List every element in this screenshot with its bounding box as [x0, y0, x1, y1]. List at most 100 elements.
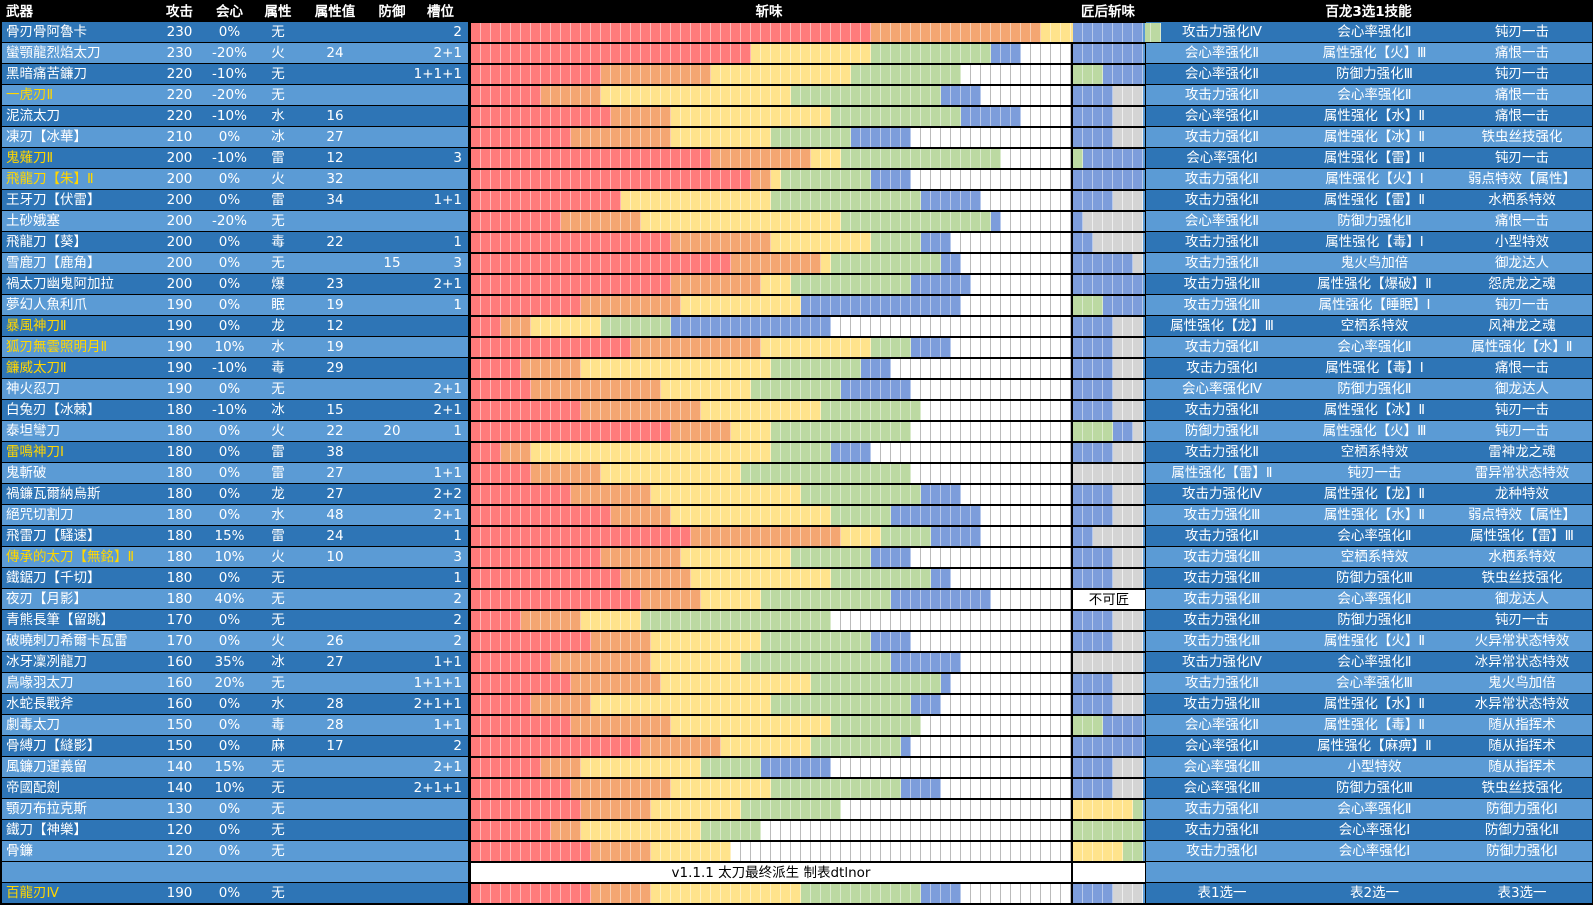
footer-right-band — [1146, 862, 1592, 882]
forged-sharpness-bar — [1073, 212, 1145, 231]
skill-row — [1146, 400, 1592, 420]
sharpness-segment-white — [961, 296, 1061, 315]
sharpness-bar — [471, 842, 1071, 861]
sharpness-segment-green — [831, 506, 891, 525]
sharpness-segment-orange — [601, 65, 711, 84]
table-row — [2, 715, 468, 735]
sharpness-segment-red — [471, 65, 601, 84]
sharpness-segment-white — [1133, 422, 1143, 441]
sharpness-segment-empty — [1061, 254, 1071, 273]
skill-row — [1146, 505, 1592, 525]
sharpness-segment-white — [911, 380, 1061, 399]
sharpness-segment-white — [831, 317, 1061, 336]
cell-elem: 龙 — [271, 486, 285, 502]
table-row — [2, 400, 468, 420]
sharpness-segment-blue — [1073, 506, 1113, 525]
sharpness-segment-red — [471, 107, 611, 126]
skill-option-1: 攻击力强化Ⅱ — [1184, 801, 1260, 817]
cell-val: 28 — [326, 696, 344, 712]
cell-slots — [413, 442, 468, 462]
sharpness-segment-yellow — [771, 233, 871, 252]
cell-aff: 0% — [218, 234, 241, 250]
table-row — [2, 757, 468, 777]
skill-row — [1146, 274, 1592, 294]
cell-val — [299, 85, 371, 105]
skill-row — [1146, 253, 1592, 273]
sharpness-segment-green — [811, 674, 941, 693]
sharpness-bar — [471, 884, 1071, 903]
sharpness-unused — [1143, 212, 1145, 231]
cell-atk: 140 — [166, 780, 193, 796]
forged-sharpness-bar — [1073, 653, 1145, 672]
skill-option-2: 属性强化【龙】Ⅱ — [1323, 486, 1426, 502]
skill-option-3: 痛恨一击 — [1495, 45, 1549, 61]
sharpness-segment-white — [1113, 128, 1143, 147]
sharpness-bar — [471, 779, 1071, 798]
cell-elem: 眠 — [271, 297, 285, 313]
forged-sharpness-bar — [1073, 758, 1145, 777]
forged-sharpness-bar — [1073, 569, 1145, 588]
cell-name: 飛龍刀【朱】Ⅱ — [6, 171, 94, 187]
skill-option-3: 钝刃一击 — [1495, 297, 1549, 313]
sharpness-segment-blue — [1113, 422, 1133, 441]
cell-val: 12 — [326, 150, 344, 166]
cell-aff: 0% — [218, 696, 241, 712]
skill-option-2: 会心率强化Ⅱ — [1337, 87, 1412, 103]
sharpness-segment-green — [871, 338, 911, 357]
table-row — [2, 778, 468, 798]
sharpness-segment-white — [981, 86, 1061, 105]
sharpness-segment-red — [471, 170, 751, 189]
sharpness-segment-blue — [1073, 191, 1113, 210]
sharpness-segment-green — [851, 65, 961, 84]
sharpness-segment-orange — [591, 884, 651, 903]
forged-sharpness-bar — [1073, 275, 1145, 294]
skill-option-1: 会心率强化Ⅱ — [1184, 108, 1260, 124]
cell-atk: 170 — [166, 633, 193, 649]
sharpness-segment-yellow — [601, 86, 791, 105]
sharpness-segment-white — [951, 674, 1061, 693]
sharpness-segment-empty — [1061, 548, 1071, 567]
cell-def — [371, 337, 413, 357]
cell-slots — [413, 106, 468, 126]
cell-def — [371, 442, 413, 462]
sharpness-bar — [471, 653, 1071, 672]
sharpness-unused — [1143, 44, 1145, 63]
sharpness-segment-white — [911, 632, 1061, 651]
sharpness-segment-white — [941, 779, 1061, 798]
cell-def: 20 — [383, 423, 401, 439]
cell-val: 19 — [326, 297, 344, 313]
skill-row — [1146, 316, 1592, 336]
cell-atk: 220 — [166, 108, 193, 124]
sharpness-segment-white — [1113, 632, 1143, 651]
cell-name: 絕咒切割刀 — [6, 507, 74, 523]
sharpness-segment-orange — [611, 107, 671, 126]
skill-option-2: 防御力强化Ⅲ — [1336, 780, 1413, 796]
cell-elem: 雷 — [271, 444, 285, 460]
sharpness-segment-empty — [1061, 380, 1071, 399]
sharpness-segment-blue — [1073, 317, 1113, 336]
sharpness-segment-blue — [1083, 149, 1143, 168]
cell-slots: 1+1 — [433, 192, 463, 208]
cell-val: 22 — [326, 423, 344, 439]
forged-sharpness-bar — [1073, 296, 1145, 315]
sharpness-segment-red — [471, 674, 571, 693]
cell-name: 鳥喙羽太刀 — [6, 675, 74, 691]
header-forged-sharpness: 匠后斩味 — [1071, 2, 1145, 22]
sharpness-segment-empty — [1061, 821, 1071, 840]
sharpness-segment-blue — [831, 443, 871, 462]
skill-option-1: 攻击力强化Ⅳ — [1182, 654, 1262, 670]
sharpness-segment-blue — [1073, 548, 1113, 567]
sharpness-segment-yellow — [671, 506, 831, 525]
forged-sharpness-bar — [1073, 170, 1145, 189]
forged-sharpness-bar — [1073, 464, 1145, 483]
forged-sharpness-bar — [1073, 380, 1145, 399]
cell-atk: 200 — [166, 213, 193, 229]
sharpness-segment-blue — [1103, 296, 1143, 315]
skill-option-2: 会心率强化Ⅱ — [1337, 801, 1412, 817]
cell-name: 雪鹿刀【鹿角】 — [6, 255, 101, 271]
cell-val: 27 — [326, 654, 344, 670]
cell-slots: 2 — [453, 633, 462, 649]
sharpness-unused — [1143, 401, 1145, 420]
sharpness-segment-white — [1113, 506, 1143, 525]
sharpness-bar — [471, 317, 1071, 336]
